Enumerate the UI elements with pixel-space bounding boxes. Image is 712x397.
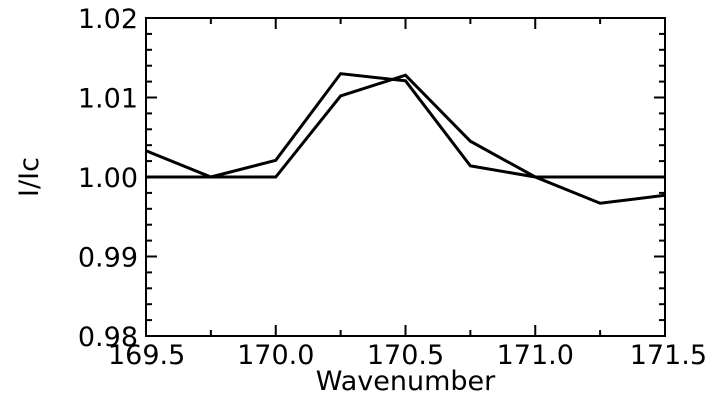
y-tick-label: 1.00	[78, 163, 138, 194]
y-tick-label: 0.98	[78, 322, 138, 353]
x-tick-label: 171.5	[630, 340, 707, 371]
x-tick-label: 170.0	[237, 340, 314, 371]
x-tick-label: 169.5	[108, 340, 185, 371]
y-tick-label: 1.01	[78, 84, 138, 115]
plot-frame	[145, 17, 666, 337]
series-line-2	[145, 72, 666, 205]
series-layer	[145, 72, 666, 205]
y-axis-title: I/Ic	[14, 157, 45, 197]
y-tick-label: 0.99	[78, 243, 138, 274]
x-tick-label: 170.5	[367, 340, 444, 371]
x-tick-label: 171.0	[497, 340, 574, 371]
x-axis-title: Wavenumber	[316, 366, 496, 397]
tick-labels-layer: 169.5 170.0 170.5 171.0 171.5 0.98 0.99 1.00 1.0…	[78, 4, 707, 371]
series-line-1	[146, 73, 665, 179]
y-tick-label: 1.02	[78, 4, 138, 35]
